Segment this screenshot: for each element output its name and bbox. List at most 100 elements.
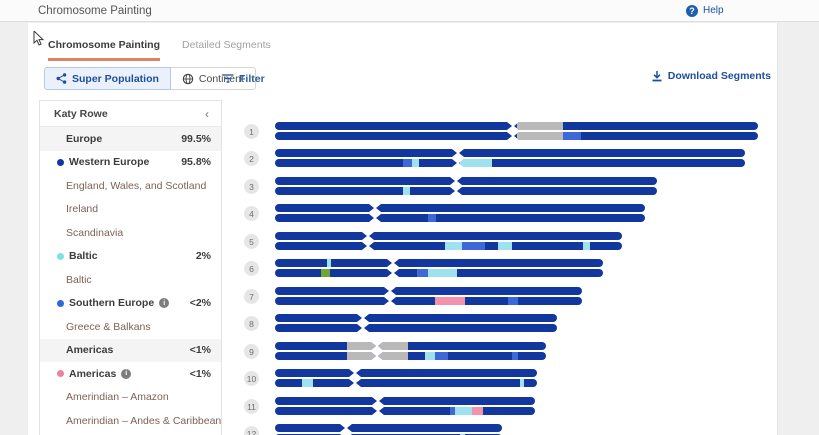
- population-row-southern-europe[interactable]: Southern Europe i <2%: [40, 292, 221, 316]
- chromosome-arm-right[interactable]: [514, 132, 758, 140]
- chromosome-arm-right[interactable]: [356, 379, 537, 387]
- chromosome-arm-right[interactable]: [379, 407, 535, 415]
- chromosome-arm-right[interactable]: [376, 204, 645, 212]
- ancestry-segment-royal[interactable]: [462, 242, 485, 250]
- chromosome-arm-right[interactable]: [378, 352, 546, 360]
- ancestry-segment-cyan[interactable]: [460, 159, 492, 167]
- ancestry-segment-cyan[interactable]: [520, 379, 524, 387]
- help-button[interactable]: ? Help: [686, 4, 724, 17]
- chromosome-arm-left[interactable]: [275, 287, 389, 295]
- chromosome-arm-right[interactable]: [376, 214, 645, 222]
- chromosome-arm-left[interactable]: [275, 232, 367, 240]
- chromosome-arm-right[interactable]: [457, 177, 657, 185]
- chromosome-arm-left[interactable]: [275, 122, 512, 130]
- chromosome-arm-left[interactable]: [275, 407, 377, 415]
- chromosome-arm-left[interactable]: [275, 132, 512, 140]
- chromosome-arm-left[interactable]: [275, 259, 392, 267]
- chromosome-arm-left[interactable]: [275, 297, 389, 305]
- chromosome-arm-right[interactable]: [356, 369, 537, 377]
- ancestry-segment-royal[interactable]: [508, 297, 518, 305]
- chromosome-arm-left[interactable]: [275, 314, 362, 322]
- ancestry-segment-cyan[interactable]: [302, 379, 313, 387]
- ancestry-segment-cyan[interactable]: [445, 242, 462, 250]
- chromosome-arm-right[interactable]: [514, 122, 758, 130]
- chromosome-arm-right[interactable]: [364, 324, 557, 332]
- ancestry-segment-gray[interactable]: [517, 122, 563, 130]
- super-population-button[interactable]: Super Population: [44, 67, 171, 90]
- chromosome-arm-left[interactable]: [275, 159, 457, 167]
- chromosome-arm-left[interactable]: [275, 397, 377, 405]
- chromosome-arm-left[interactable]: [275, 379, 354, 387]
- chromosome-arm-left[interactable]: [275, 424, 345, 432]
- chromosome-arm-right[interactable]: [347, 424, 502, 432]
- chromosome-arm-right[interactable]: [379, 397, 535, 405]
- ancestry-segment-royal[interactable]: [403, 159, 412, 167]
- download-segments-button[interactable]: Download Segments: [651, 70, 771, 82]
- ancestry-segment-gray[interactable]: [347, 352, 376, 360]
- chromosome-arm-right[interactable]: [459, 159, 745, 167]
- chromosome-arm-right[interactable]: [391, 297, 582, 305]
- info-icon[interactable]: i: [121, 368, 132, 379]
- chromosome-arm-left[interactable]: [275, 269, 392, 277]
- tab-detailed-segments[interactable]: Detailed Segments: [182, 39, 271, 51]
- chromosome-arm-right[interactable]: [394, 269, 603, 277]
- population-row-baltic[interactable]: Baltic 2%: [40, 245, 221, 269]
- chromosome-arm-right[interactable]: [364, 314, 557, 322]
- ancestry-segment-green[interactable]: [321, 269, 330, 277]
- ancestry-segment-royal[interactable]: [435, 352, 448, 360]
- chromosome-arm-right[interactable]: [459, 149, 745, 157]
- ancestry-segment-cyan[interactable]: [583, 242, 590, 250]
- ancestry-segment-cyan[interactable]: [425, 352, 435, 360]
- tab-chromosome-painting[interactable]: Chromosome Painting: [48, 39, 161, 61]
- chromosome-arm-right[interactable]: [369, 242, 622, 250]
- chromosome-arm-right[interactable]: [391, 287, 582, 295]
- ancestry-segment-cyan[interactable]: [428, 269, 457, 277]
- chromosome-arm-left[interactable]: [275, 342, 376, 350]
- chromosome-arm-left[interactable]: [275, 204, 374, 212]
- population-row-americas[interactable]: Americas <1%: [40, 338, 221, 362]
- chromosome-number: 11: [244, 399, 259, 414]
- chromosome-arm-left[interactable]: [275, 324, 362, 332]
- ancestry-segment-royal[interactable]: [512, 352, 518, 360]
- ancestry-segment-royal[interactable]: [428, 214, 436, 222]
- population-row-western-europe[interactable]: Western Europe 95.8%: [40, 151, 221, 175]
- population-row-greece-balkans[interactable]: Greece & Balkans: [40, 315, 221, 339]
- chromosome-arm-left[interactable]: [275, 177, 455, 185]
- chromosome-arm-left[interactable]: [275, 214, 374, 222]
- info-icon[interactable]: i: [159, 298, 170, 309]
- ancestry-segment-cyan[interactable]: [455, 407, 472, 415]
- ancestry-segment-royal[interactable]: [450, 407, 455, 415]
- chromosome-arm-left[interactable]: [275, 242, 367, 250]
- population-row-scandinavia[interactable]: Scandinavia: [40, 221, 221, 245]
- ancestry-segment-cyan[interactable]: [412, 159, 419, 167]
- chromosome-arm-right[interactable]: [457, 187, 657, 195]
- ancestry-segment-cyan[interactable]: [498, 242, 512, 250]
- collapse-sidebar-icon[interactable]: ‹: [205, 106, 209, 121]
- ancestry-segment-gray[interactable]: [378, 342, 408, 350]
- population-row-baltic[interactable]: Baltic: [40, 268, 221, 292]
- chromosome-arm-left[interactable]: [275, 187, 455, 195]
- continent-button[interactable]: Continent: [170, 67, 256, 90]
- ancestry-segment-gray[interactable]: [517, 132, 563, 140]
- ancestry-segment-royal[interactable]: [417, 269, 428, 277]
- ancestry-segment-royal[interactable]: [563, 132, 581, 140]
- chromosome-arm-left[interactable]: [275, 352, 376, 360]
- filter-button[interactable]: Filter: [222, 67, 265, 90]
- chromosome-arm-left[interactable]: [275, 369, 354, 377]
- ancestry-segment-gray[interactable]: [378, 352, 408, 360]
- population-row-amerindian-amazon[interactable]: Amerindian – Amazon: [40, 386, 221, 410]
- ancestry-segment-cyan[interactable]: [327, 259, 331, 267]
- chromosome-arm-right[interactable]: [369, 232, 622, 240]
- population-row-americas[interactable]: Americas i <1%: [40, 362, 221, 386]
- population-row-europe[interactable]: Europe 99.5%: [40, 127, 221, 151]
- ancestry-segment-pink[interactable]: [472, 407, 483, 415]
- ancestry-segment-gray[interactable]: [347, 342, 376, 350]
- ancestry-segment-pink[interactable]: [435, 297, 465, 305]
- chromosome-arm-right[interactable]: [394, 259, 603, 267]
- ancestry-segment-cyan[interactable]: [403, 187, 410, 195]
- population-row-ireland[interactable]: Ireland: [40, 198, 221, 222]
- population-row-england-wales-and-scotland[interactable]: England, Wales, and Scotland: [40, 174, 221, 198]
- chromosome-arm-left[interactable]: [275, 149, 457, 157]
- chromosome-arm-right[interactable]: [378, 342, 546, 350]
- population-row-amerindian-andes-caribbean[interactable]: Amerindian – Andes & Caribbean: [40, 409, 221, 433]
